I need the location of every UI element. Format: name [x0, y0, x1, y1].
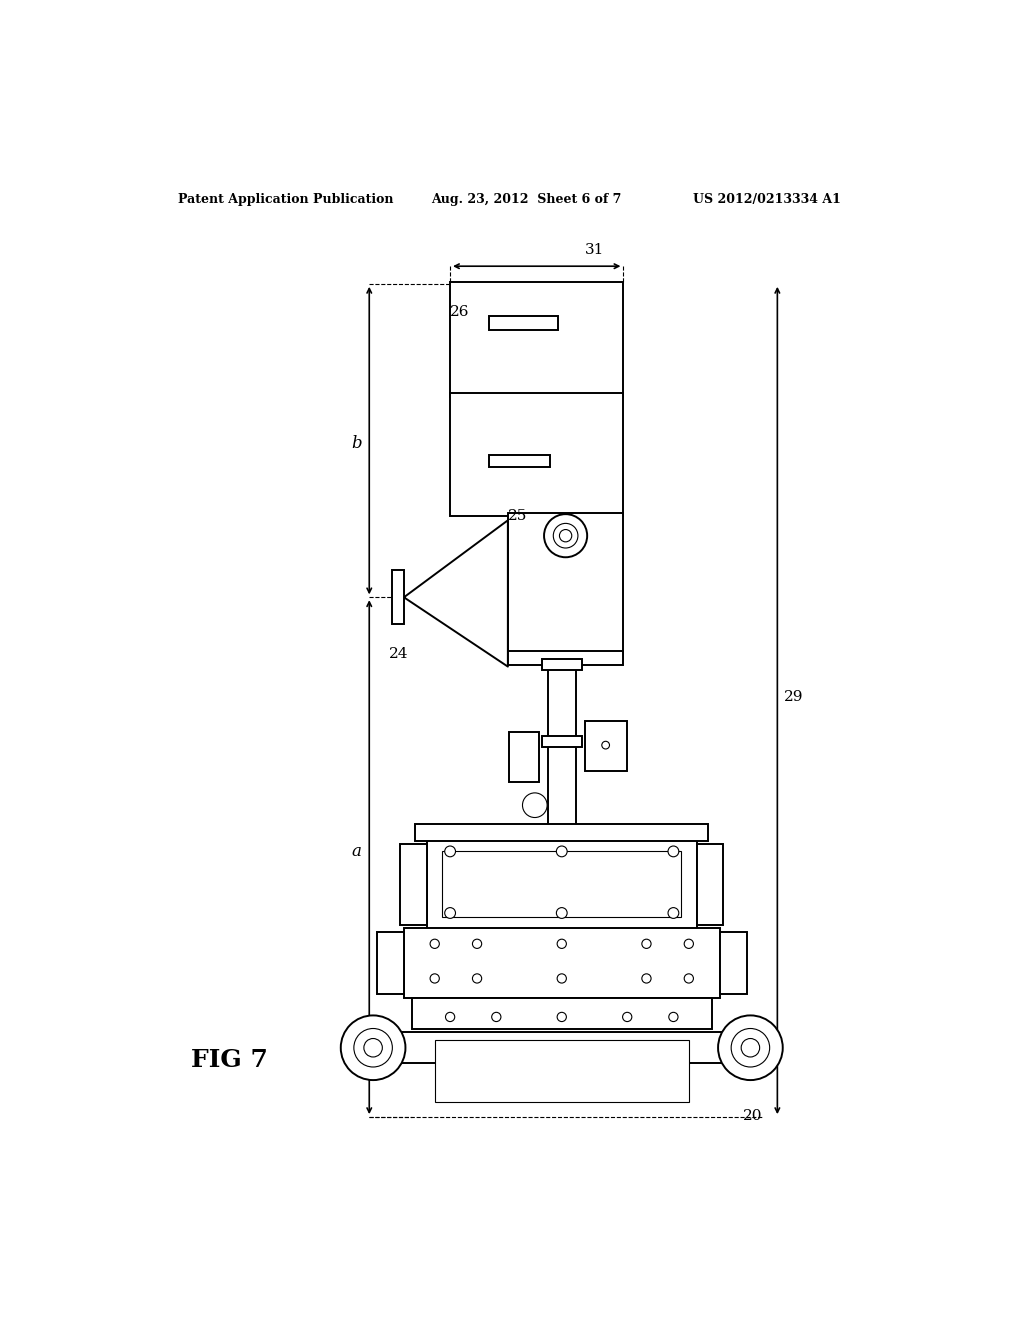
Circle shape: [557, 974, 566, 983]
Text: 24: 24: [388, 647, 408, 661]
Circle shape: [430, 940, 439, 949]
Text: 31: 31: [585, 243, 604, 257]
Text: 29: 29: [783, 690, 803, 705]
Bar: [451, 281, 624, 397]
Text: Aug. 23, 2012  Sheet 6 of 7: Aug. 23, 2012 Sheet 6 of 7: [431, 193, 622, 206]
Circle shape: [557, 1012, 566, 1022]
Circle shape: [553, 523, 578, 548]
Circle shape: [444, 908, 456, 919]
Circle shape: [472, 940, 481, 949]
Bar: [442, 851, 681, 917]
Circle shape: [364, 1039, 382, 1057]
Bar: [451, 393, 624, 516]
Circle shape: [718, 1015, 782, 1080]
Text: b: b: [351, 434, 361, 451]
Text: 20: 20: [742, 1109, 762, 1123]
Circle shape: [556, 846, 567, 857]
Bar: [509, 733, 539, 781]
Circle shape: [669, 1012, 678, 1022]
Circle shape: [731, 1028, 770, 1067]
Circle shape: [602, 742, 609, 748]
Bar: [403, 928, 720, 998]
Bar: [435, 1040, 689, 1102]
Circle shape: [557, 940, 566, 949]
Text: FIG 7: FIG 7: [190, 1048, 267, 1072]
Circle shape: [556, 908, 567, 919]
Bar: [508, 512, 624, 659]
Circle shape: [559, 529, 571, 543]
Circle shape: [544, 515, 587, 557]
Bar: [542, 829, 582, 840]
Circle shape: [472, 974, 481, 983]
Circle shape: [668, 846, 679, 857]
Circle shape: [430, 974, 439, 983]
Bar: [377, 932, 403, 994]
Bar: [488, 455, 550, 467]
Bar: [416, 825, 708, 841]
Circle shape: [341, 1015, 406, 1080]
Text: 25: 25: [508, 508, 527, 523]
Text: 26: 26: [451, 305, 470, 318]
Bar: [696, 843, 724, 924]
Circle shape: [741, 1039, 760, 1057]
Circle shape: [354, 1028, 392, 1067]
Circle shape: [445, 1012, 455, 1022]
Bar: [391, 570, 403, 624]
Bar: [585, 721, 628, 771]
Circle shape: [642, 974, 651, 983]
Bar: [427, 836, 696, 932]
Circle shape: [684, 940, 693, 949]
Circle shape: [684, 974, 693, 983]
Bar: [400, 843, 427, 924]
Circle shape: [444, 846, 456, 857]
Bar: [720, 932, 746, 994]
Text: Patent Application Publication: Patent Application Publication: [178, 193, 394, 206]
Circle shape: [642, 940, 651, 949]
Text: US 2012/0213334 A1: US 2012/0213334 A1: [692, 193, 841, 206]
Bar: [488, 317, 558, 330]
Bar: [542, 737, 582, 747]
Circle shape: [522, 793, 547, 817]
Circle shape: [668, 908, 679, 919]
Bar: [412, 998, 712, 1028]
Bar: [548, 665, 575, 742]
Text: a: a: [351, 843, 361, 859]
Bar: [400, 1032, 724, 1063]
Bar: [542, 659, 582, 669]
Circle shape: [492, 1012, 501, 1022]
Bar: [548, 742, 575, 834]
Bar: [508, 651, 624, 665]
Circle shape: [623, 1012, 632, 1022]
